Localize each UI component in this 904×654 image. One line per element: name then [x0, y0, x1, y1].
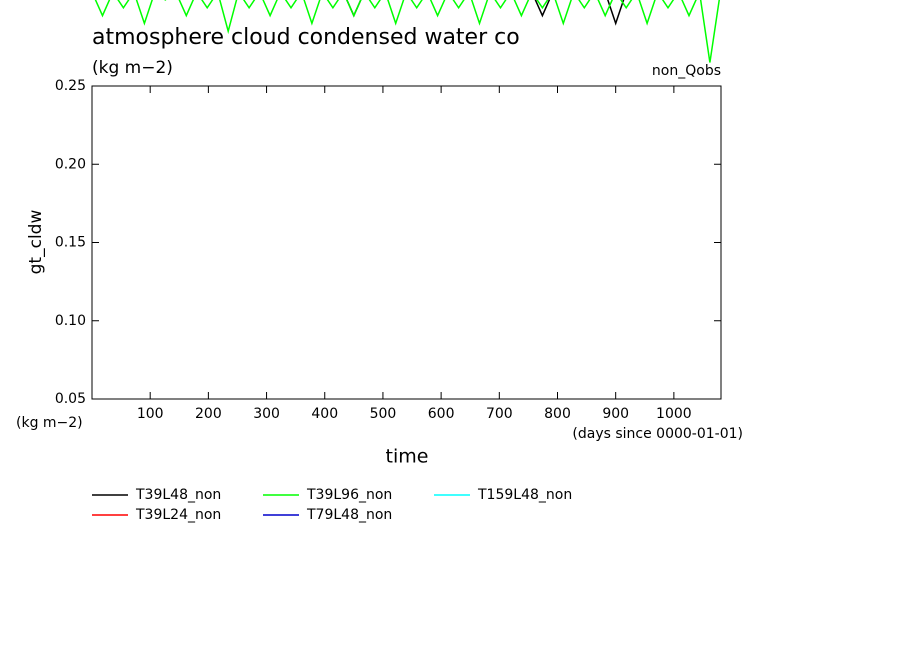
plot-frame — [91, 85, 722, 400]
x-tick-label: 200 — [195, 406, 222, 422]
series-line — [346, 0, 625, 26]
x-tick-label: 700 — [486, 406, 513, 422]
legend-label: T39L24_non — [135, 507, 221, 523]
y-tick-label: 0.20 — [55, 156, 86, 172]
legend-label: T39L48_non — [135, 487, 221, 503]
legend-label: T159L48_non — [477, 487, 572, 503]
y-unit: (kg m−2) — [16, 415, 83, 431]
legend-label: T39L96_non — [306, 487, 392, 503]
annotation: non_Qobs — [652, 63, 721, 79]
x-tick-label: 500 — [370, 406, 397, 422]
legend-label: T79L48_non — [306, 507, 392, 523]
x-axis-label: time — [386, 446, 429, 468]
y-tick-label: 0.25 — [55, 78, 86, 94]
x-tick-label: 800 — [544, 406, 571, 422]
x-tick-label: 400 — [311, 406, 338, 422]
x-tick-label: 900 — [602, 406, 629, 422]
x-tick-label: 300 — [253, 406, 280, 422]
x-tick-label: 600 — [428, 406, 455, 422]
x-tick-label: 100 — [137, 406, 164, 422]
y-axis-label: gt_cldw — [26, 210, 46, 275]
y-tick-label: 0.05 — [55, 391, 86, 407]
chart-title: atmosphere cloud condensed water co — [92, 25, 520, 50]
subtitle: (kg m−2) — [92, 58, 173, 78]
lines — [94, 0, 720, 63]
x-tick-label: 1000 — [656, 406, 692, 422]
x-unit: (days since 0000-01-01) — [572, 426, 743, 442]
y-tick-label: 0.15 — [55, 235, 86, 251]
y-tick-label: 0.10 — [55, 313, 86, 329]
